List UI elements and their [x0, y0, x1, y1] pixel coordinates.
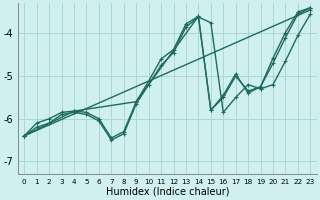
X-axis label: Humidex (Indice chaleur): Humidex (Indice chaleur)	[106, 187, 229, 197]
